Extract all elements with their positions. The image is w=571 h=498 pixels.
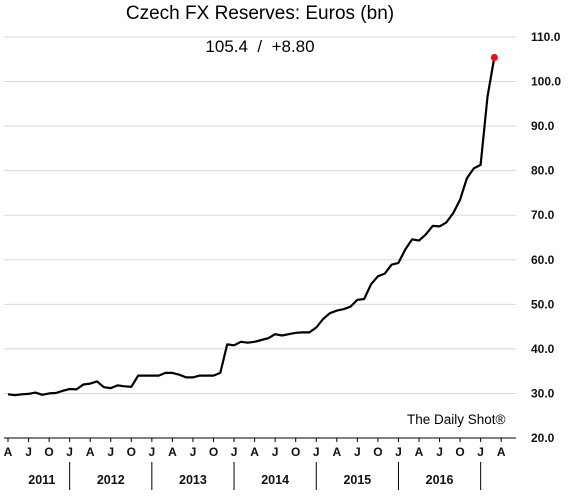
year-label: 2016 (426, 473, 454, 487)
x-tick-label: O (209, 445, 218, 459)
y-axis-tick-labels: 20.0 30.0 40.0 50.0 60.0 70.0 80.0 90.0 100.0 110… (531, 30, 561, 445)
y-tick-label: 60.0 (531, 253, 555, 267)
x-tick-label: O (291, 445, 300, 459)
y-tick-label: 30.0 (531, 386, 555, 400)
x-tick-label: A (415, 445, 424, 459)
latest-value-annotation: 105.4 / +8.80 (205, 37, 315, 56)
x-tick-label: J (66, 445, 73, 459)
x-tick-label: A (168, 445, 177, 459)
year-label: 2011 (28, 473, 55, 487)
gridlines (4, 36, 516, 394)
year-label: 2015 (343, 473, 371, 487)
chart-title: Czech FX Reserves: Euros (bn) (125, 3, 395, 24)
year-label: 2013 (179, 473, 207, 487)
latest-point-marker (490, 53, 498, 62)
x-tick-label: J (25, 445, 32, 459)
x-tick-label: O (127, 445, 136, 459)
x-tick-label: J (436, 445, 443, 459)
series-line (7, 57, 496, 397)
y-tick-label: 100.0 (531, 75, 561, 89)
y-tick-label: 80.0 (531, 164, 555, 178)
x-tick-label: A (497, 445, 506, 459)
x-tick-label: J (190, 445, 197, 459)
y-tick-label: 50.0 (531, 297, 555, 311)
y-tick-label: 20.0 (531, 431, 555, 445)
source-label: The Daily Shot® (407, 412, 506, 427)
x-tick-label: A (250, 445, 259, 459)
x-tick-label: J (395, 445, 402, 459)
x-tick-label: J (107, 445, 114, 459)
x-tick-label: A (332, 445, 341, 459)
y-tick-label: 110.0 (531, 30, 561, 44)
x-tick-label: O (455, 445, 464, 459)
x-tick-label: O (44, 445, 53, 459)
year-label: 2014 (261, 473, 289, 487)
year-labels: 2011 2012 2013 2014 2015 2016 (28, 462, 482, 490)
x-tick-label: O (373, 445, 382, 459)
y-tick-label: 70.0 (531, 208, 555, 222)
x-tick-label: J (149, 445, 156, 459)
x-tick-label: A (4, 445, 13, 459)
y-tick-label: 40.0 (531, 342, 555, 356)
x-tick-label: J (354, 445, 361, 459)
y-tick-label: 90.0 (531, 119, 555, 133)
x-tick-label: J (477, 445, 484, 459)
x-tick-label: J (313, 445, 320, 459)
x-tick-label: A (86, 445, 95, 459)
x-tick-label: J (272, 445, 279, 459)
year-label: 2012 (97, 473, 125, 487)
x-tick-label: J (231, 445, 238, 459)
